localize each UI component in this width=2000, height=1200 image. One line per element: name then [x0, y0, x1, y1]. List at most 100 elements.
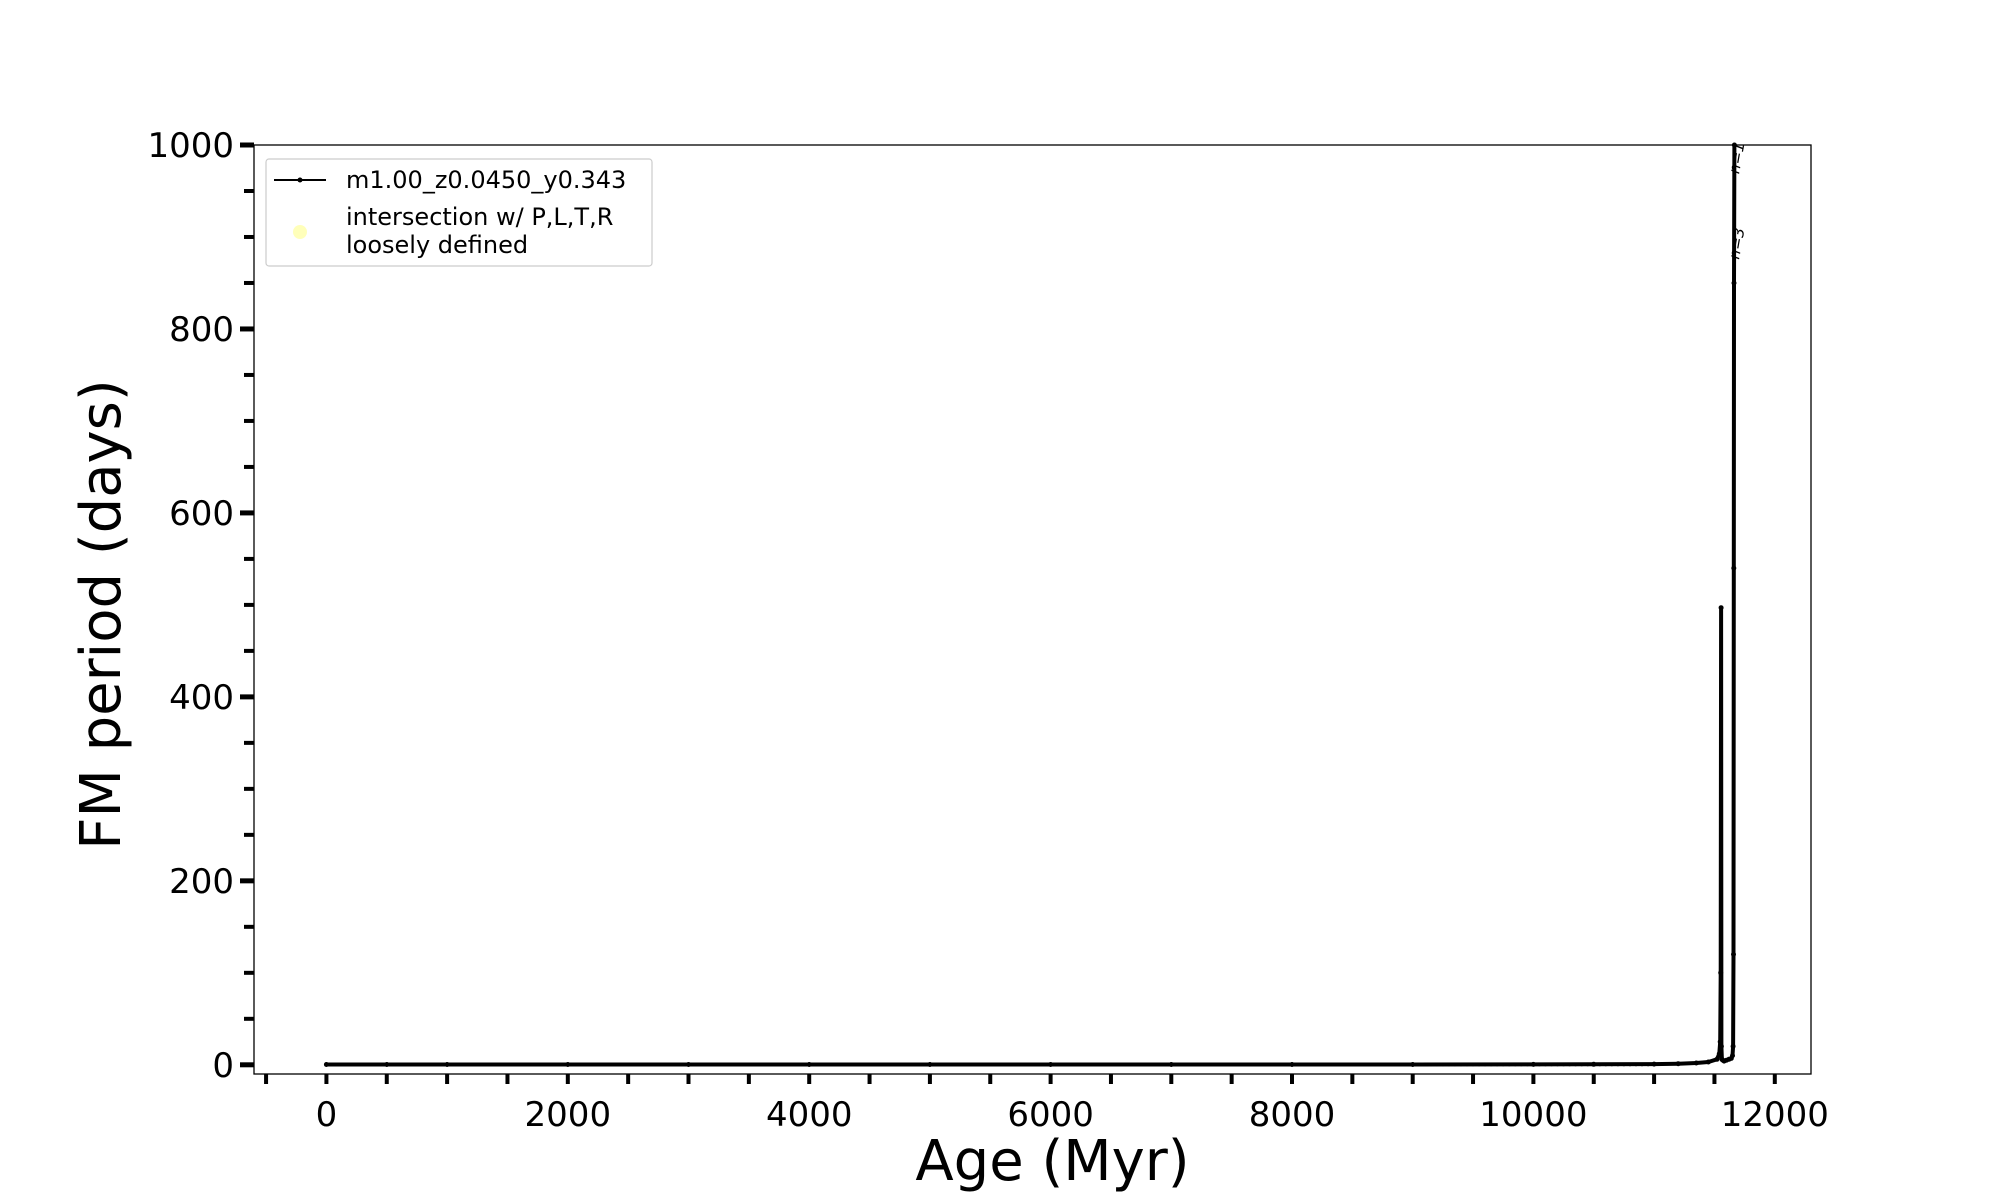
data-point	[469, 1062, 474, 1067]
data-point	[1018, 1062, 1023, 1067]
data-point	[584, 1062, 588, 1067]
data-point	[1501, 1062, 1505, 1067]
data-point	[1585, 1062, 1590, 1067]
data-point	[1241, 1062, 1246, 1067]
data-point	[1716, 1051, 1722, 1057]
data-point	[1718, 605, 1724, 611]
data-point	[1598, 1062, 1602, 1067]
harmonic-annotation: n=1	[1725, 141, 1748, 175]
data-point	[873, 1062, 878, 1067]
data-point	[535, 1062, 540, 1067]
data-point	[1604, 1062, 1608, 1067]
x-tick-label: 6000	[1007, 1095, 1094, 1135]
data-point	[1646, 1062, 1650, 1067]
data-point	[1398, 1062, 1403, 1067]
data-point	[560, 1062, 564, 1067]
data-point	[849, 1062, 854, 1067]
data-point	[819, 1062, 824, 1067]
data-point	[1543, 1062, 1548, 1067]
x-tick-label: 12000	[1721, 1095, 1829, 1135]
data-point	[1652, 1062, 1656, 1067]
data-point	[1416, 1062, 1421, 1067]
data-point	[391, 1062, 395, 1067]
data-point	[940, 1062, 944, 1067]
y-axis-ticks: 0 200 400 600 800 1000	[147, 126, 254, 1086]
data-point	[1193, 1062, 1198, 1067]
data-point	[360, 1062, 365, 1067]
data-point	[463, 1062, 468, 1067]
data-point	[632, 1062, 636, 1067]
data-point	[1489, 1062, 1493, 1067]
data-point	[1205, 1062, 1210, 1067]
x-tick-label: 2000	[525, 1095, 612, 1135]
data-point	[541, 1062, 546, 1067]
y-tick-label: 400	[169, 678, 234, 718]
data-point	[1260, 1062, 1264, 1067]
data-point	[1314, 1062, 1318, 1067]
data-point	[451, 1062, 456, 1067]
data-point	[891, 1062, 896, 1067]
data-point	[662, 1062, 667, 1067]
data-point	[1290, 1062, 1294, 1067]
data-point	[753, 1062, 757, 1067]
x-tick-label: 4000	[766, 1095, 853, 1135]
x-axis-title: Age (Myr)	[915, 1129, 1189, 1194]
data-point	[620, 1062, 624, 1067]
data-point	[825, 1062, 830, 1067]
data-point	[994, 1062, 999, 1067]
data-point	[475, 1062, 480, 1067]
data-point	[1610, 1062, 1614, 1067]
data-point	[1266, 1062, 1270, 1067]
data-point	[1042, 1062, 1047, 1067]
data-point	[1048, 1062, 1053, 1067]
plot-area-frame	[253, 144, 1812, 1075]
data-point	[698, 1062, 703, 1067]
data-point	[1531, 1062, 1536, 1067]
data-point	[674, 1062, 679, 1067]
data-point	[686, 1062, 691, 1067]
data-point	[1441, 1062, 1445, 1067]
data-point	[1199, 1062, 1204, 1067]
data-point	[572, 1062, 576, 1067]
legend-label-intersection-line1: intersection w/ P,L,T,R	[346, 203, 613, 231]
data-point	[1223, 1062, 1228, 1067]
data-point	[922, 1062, 926, 1067]
data-point	[1392, 1062, 1397, 1067]
data-point	[1133, 1062, 1137, 1067]
data-point	[1115, 1062, 1119, 1067]
data-point	[1731, 565, 1737, 571]
data-point	[1705, 1059, 1711, 1065]
data-point	[372, 1062, 377, 1067]
data-point	[1012, 1062, 1017, 1067]
data-point	[976, 1062, 980, 1067]
data-point	[1139, 1062, 1143, 1067]
y-axis-title: FM period (days)	[69, 379, 134, 849]
data-point	[958, 1062, 962, 1067]
data-point	[1519, 1062, 1524, 1067]
data-point	[777, 1062, 781, 1067]
data-point	[1561, 1062, 1566, 1067]
data-point	[1097, 1062, 1101, 1067]
data-point	[656, 1062, 661, 1067]
data-point	[837, 1062, 842, 1067]
data-point	[1284, 1062, 1288, 1067]
data-point	[1616, 1062, 1620, 1067]
data-point	[1145, 1062, 1149, 1067]
data-point	[409, 1062, 413, 1067]
data-point	[692, 1062, 697, 1067]
data-point	[1423, 1062, 1427, 1067]
data-point	[867, 1062, 872, 1067]
data-point	[1634, 1062, 1638, 1067]
data-point	[765, 1062, 769, 1067]
data-point	[1054, 1062, 1059, 1067]
data-point	[1187, 1062, 1192, 1067]
y-tick-label: 800	[169, 310, 234, 350]
data-point	[897, 1062, 902, 1067]
data-point	[710, 1062, 715, 1067]
x-minor-ticks	[264, 1074, 1717, 1084]
data-point	[566, 1062, 570, 1067]
data-point	[759, 1062, 763, 1067]
data-point	[982, 1062, 986, 1067]
data-point	[529, 1062, 534, 1067]
data-point	[1386, 1062, 1391, 1067]
